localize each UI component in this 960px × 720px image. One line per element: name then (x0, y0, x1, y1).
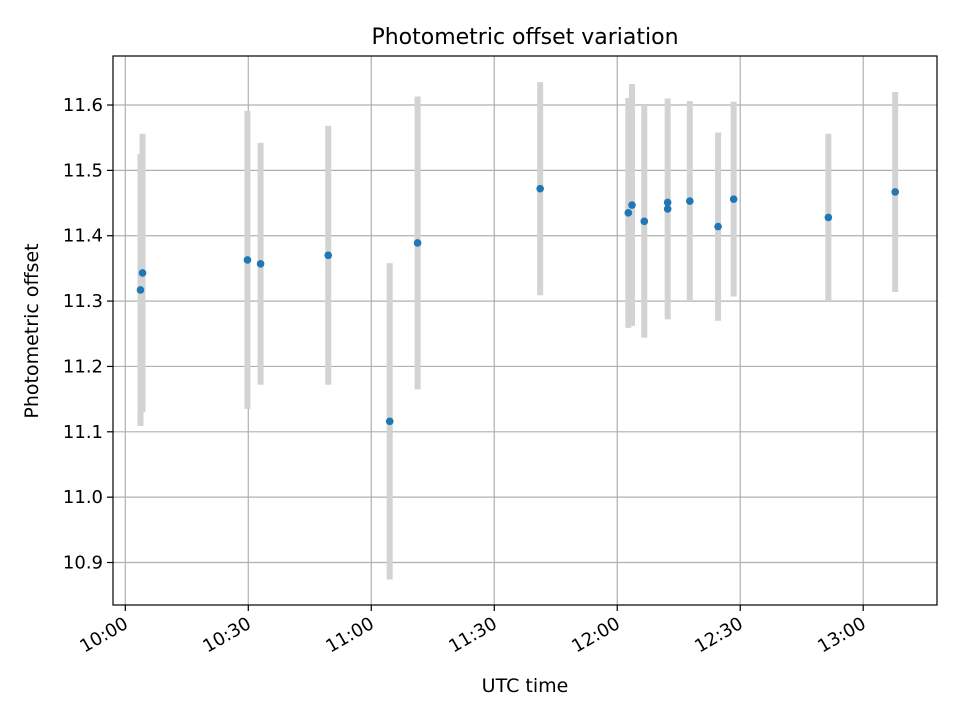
data-point (891, 188, 899, 196)
grid-layer (113, 56, 937, 605)
plot-frame (112, 55, 938, 606)
data-point (138, 269, 147, 277)
y-tick-label: 11.0 (63, 487, 103, 508)
data-point (324, 251, 333, 260)
data-point (413, 239, 422, 247)
point-layer (136, 184, 899, 426)
y-tick-label: 11.6 (63, 95, 103, 116)
data-point (729, 195, 738, 203)
data-point (824, 213, 833, 222)
y-tick-label: 11.5 (63, 160, 103, 181)
y-tick-label: 11.2 (63, 356, 103, 377)
error-bar-layer (137, 82, 899, 580)
x-tick-layer: 10:00 10:30 11:00 11:30 12:00 12:30 13:00 (76, 605, 870, 657)
data-point (640, 217, 649, 226)
data-point (686, 197, 694, 205)
data-point (136, 286, 145, 294)
data-point (628, 201, 636, 209)
x-tick-label: 11:00 (322, 613, 377, 657)
y-tick-label: 11.1 (63, 422, 103, 443)
y-axis-label: Photometric offset (21, 243, 43, 418)
data-point (385, 417, 394, 426)
data-point (256, 260, 265, 268)
x-tick-label: 10:30 (199, 613, 254, 657)
y-tick-layer: 10.9 11.0 11.1 11.2 11.3 11.4 11.5 11.6 (63, 95, 113, 574)
data-point (714, 222, 722, 231)
x-tick-label: 12:30 (691, 613, 746, 657)
data-point (624, 209, 633, 217)
y-tick-label: 11.3 (63, 291, 103, 312)
chart-title: Photometric offset variation (371, 25, 678, 50)
data-point (243, 256, 252, 264)
data-point (663, 205, 672, 213)
y-tick-label: 10.9 (63, 553, 103, 574)
x-tick-label: 10:00 (76, 613, 131, 657)
data-point (536, 184, 544, 193)
x-axis-label: UTC time (482, 675, 569, 697)
x-tick-label: 11:30 (445, 613, 500, 657)
x-tick-label: 12:00 (568, 613, 623, 657)
data-point (663, 198, 672, 207)
y-tick-label: 11.4 (63, 226, 103, 247)
x-tick-label: 13:00 (814, 613, 869, 657)
